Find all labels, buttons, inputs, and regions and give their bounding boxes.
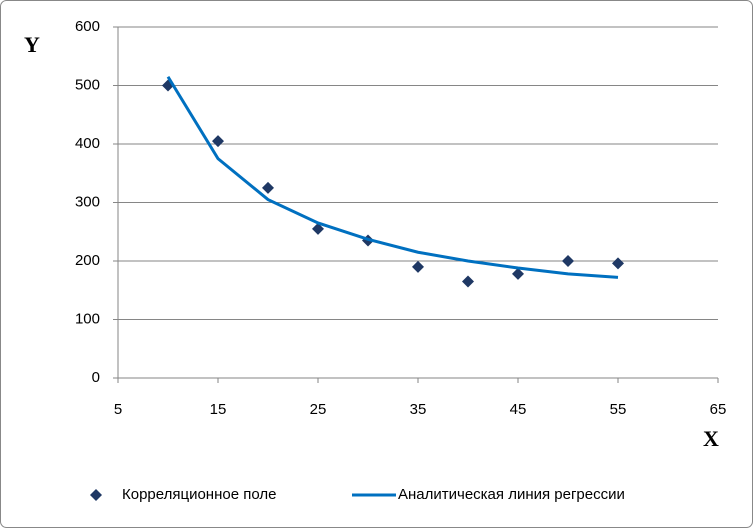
regression-line: [166, 75, 619, 279]
legend-label: Аналитическая линия регрессии: [398, 486, 625, 503]
scatter-point: [512, 267, 524, 280]
x-tick-label: 45: [510, 401, 527, 418]
legend-label: Корреляционное поле: [122, 486, 276, 503]
x-tick-label: 55: [610, 401, 627, 418]
scatter-point: [462, 275, 474, 288]
x-tick-label: 25: [310, 401, 327, 418]
y-tick-label: 300: [75, 193, 100, 210]
y-tick-label: 500: [75, 76, 100, 93]
scatter-point: [562, 255, 574, 267]
legend-marker: [90, 489, 102, 501]
y-tick-label: 0: [92, 369, 100, 386]
y-tick-label: 600: [75, 18, 100, 35]
x-tick-label: 35: [410, 401, 427, 418]
scatter-point: [262, 181, 274, 194]
scatter-point: [312, 222, 324, 235]
scatter-point: [412, 260, 424, 273]
x-tick-label: 15: [210, 401, 227, 418]
y-tick-label: 200: [75, 252, 100, 269]
y-tick-label: 400: [75, 135, 100, 152]
y-axis-label: Y: [24, 32, 40, 57]
x-axis-label: X: [703, 426, 719, 451]
scatter-point: [612, 257, 624, 270]
x-tick-label: 65: [710, 401, 727, 418]
x-tick-label: 5: [114, 401, 122, 418]
scatter-point: [212, 135, 224, 148]
y-tick-label: 100: [75, 310, 100, 327]
